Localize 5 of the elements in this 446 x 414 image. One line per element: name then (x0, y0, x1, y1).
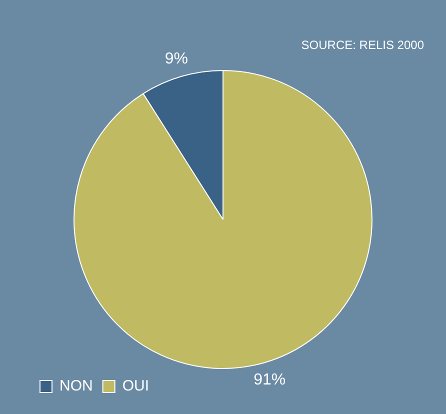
source-note: SOURCE: RELIS 2000 (301, 38, 424, 52)
data-label: 91% (254, 371, 286, 388)
data-label: 9% (164, 50, 188, 68)
legend-label: NON (60, 378, 93, 395)
legend-label: OUI (122, 378, 150, 395)
